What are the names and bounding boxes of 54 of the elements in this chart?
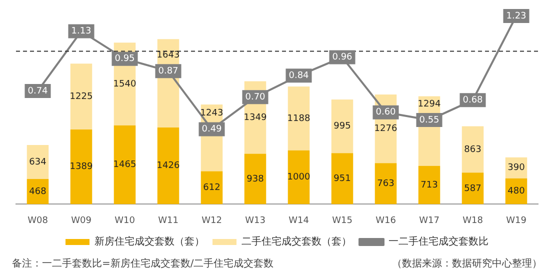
data-label: 634 xyxy=(29,157,47,168)
data-label: 863 xyxy=(464,144,482,155)
x-tick-label: W17 xyxy=(419,216,440,226)
x-tick-label: W18 xyxy=(462,216,484,226)
bar xyxy=(26,144,49,180)
legend-label: 一二手住宅成交套数比 xyxy=(388,236,488,248)
data-label: 713 xyxy=(420,180,438,190)
data-label: 938 xyxy=(246,174,264,184)
bar xyxy=(114,125,136,204)
data-label: 1.23 xyxy=(506,11,526,22)
data-label: 951 xyxy=(334,174,351,184)
bar xyxy=(331,100,354,154)
data-label: 480 xyxy=(508,186,526,197)
data-label: 1225 xyxy=(70,92,93,102)
data-label: 468 xyxy=(29,186,47,197)
bar xyxy=(418,166,440,204)
bar xyxy=(70,64,92,130)
bar xyxy=(157,128,180,204)
bar xyxy=(288,86,310,150)
data-label: 995 xyxy=(334,122,351,132)
bar xyxy=(200,171,223,204)
data-label: 1540 xyxy=(113,79,136,90)
data-label: 763 xyxy=(377,179,394,190)
x-tick-label: W09 xyxy=(71,216,92,226)
x-tick-label: W12 xyxy=(202,216,222,226)
x-tick-label: W13 xyxy=(245,216,266,226)
data-label: 587 xyxy=(464,184,482,194)
data-label: 1349 xyxy=(244,112,267,123)
bar xyxy=(331,153,354,204)
legend-label: 二手住宅成交套数（套） xyxy=(242,236,352,248)
x-tick-label: W15 xyxy=(332,216,352,226)
data-label: 1294 xyxy=(418,99,441,110)
x-tick-label: W19 xyxy=(506,216,527,226)
bar xyxy=(374,163,397,204)
text: 备注：一二手套数比=新房住宅成交套数/二手住宅成交套数 xyxy=(12,258,274,270)
bar xyxy=(462,126,484,173)
data-label: 1465 xyxy=(113,160,136,170)
bar xyxy=(70,130,92,204)
data-label: 1643 xyxy=(156,50,180,60)
bar xyxy=(462,172,484,204)
data-label: 1243 xyxy=(200,108,224,119)
data-label: 1389 xyxy=(70,162,93,172)
data-label: 1276 xyxy=(374,124,398,134)
legend-label: 新房住宅成交套数（套） xyxy=(94,236,204,248)
bar xyxy=(244,154,266,204)
data-label: 1188 xyxy=(287,114,310,124)
x-tick-label: W10 xyxy=(114,216,136,226)
text: （数据来源：数据研究中心整理） xyxy=(392,258,542,270)
x-tick-label: W14 xyxy=(288,216,310,226)
data-label: 612 xyxy=(203,183,220,194)
x-tick-label: W16 xyxy=(376,216,396,226)
x-tick-label: W08 xyxy=(28,216,48,226)
data-label: 390 xyxy=(508,163,526,174)
x-tick-label: W11 xyxy=(158,216,178,226)
